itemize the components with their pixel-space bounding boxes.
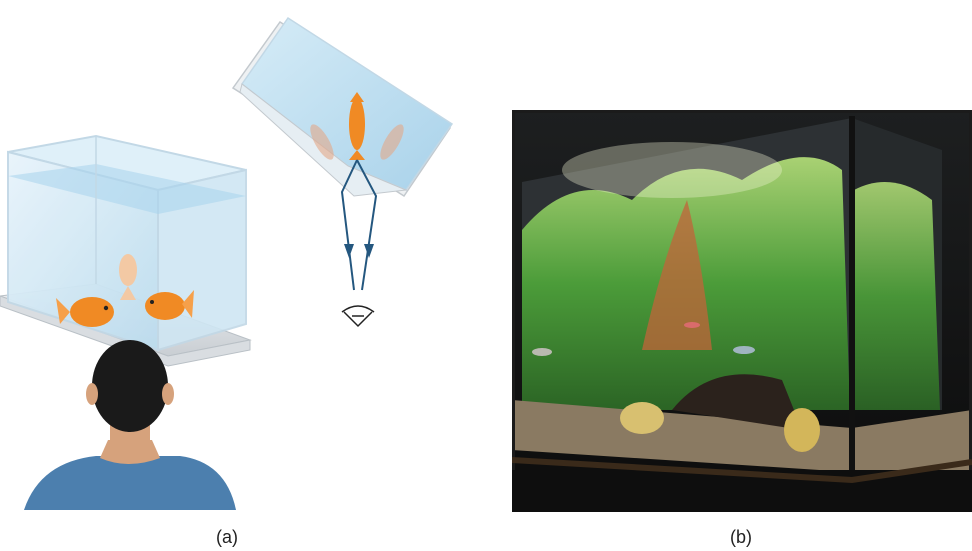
light-rays <box>340 159 378 291</box>
tilted-tank <box>231 16 454 198</box>
fish-image-left <box>310 124 334 160</box>
goldfish-back <box>119 254 137 300</box>
eye-icon <box>341 305 375 328</box>
arrow-down-icon <box>344 244 374 258</box>
aquarium-photo <box>512 110 972 512</box>
panel-a <box>0 0 470 551</box>
viewer-person <box>24 340 236 510</box>
panel-b <box>512 110 972 512</box>
fish-image-right <box>380 124 404 160</box>
goldfish-front-right <box>145 290 194 320</box>
fish-image-center <box>349 92 365 160</box>
panel-label-b: (b) <box>730 527 752 547</box>
goldfish-front-left <box>56 297 114 327</box>
panel-label-a: (a) <box>216 527 238 547</box>
panel-a-illustration <box>0 16 454 510</box>
